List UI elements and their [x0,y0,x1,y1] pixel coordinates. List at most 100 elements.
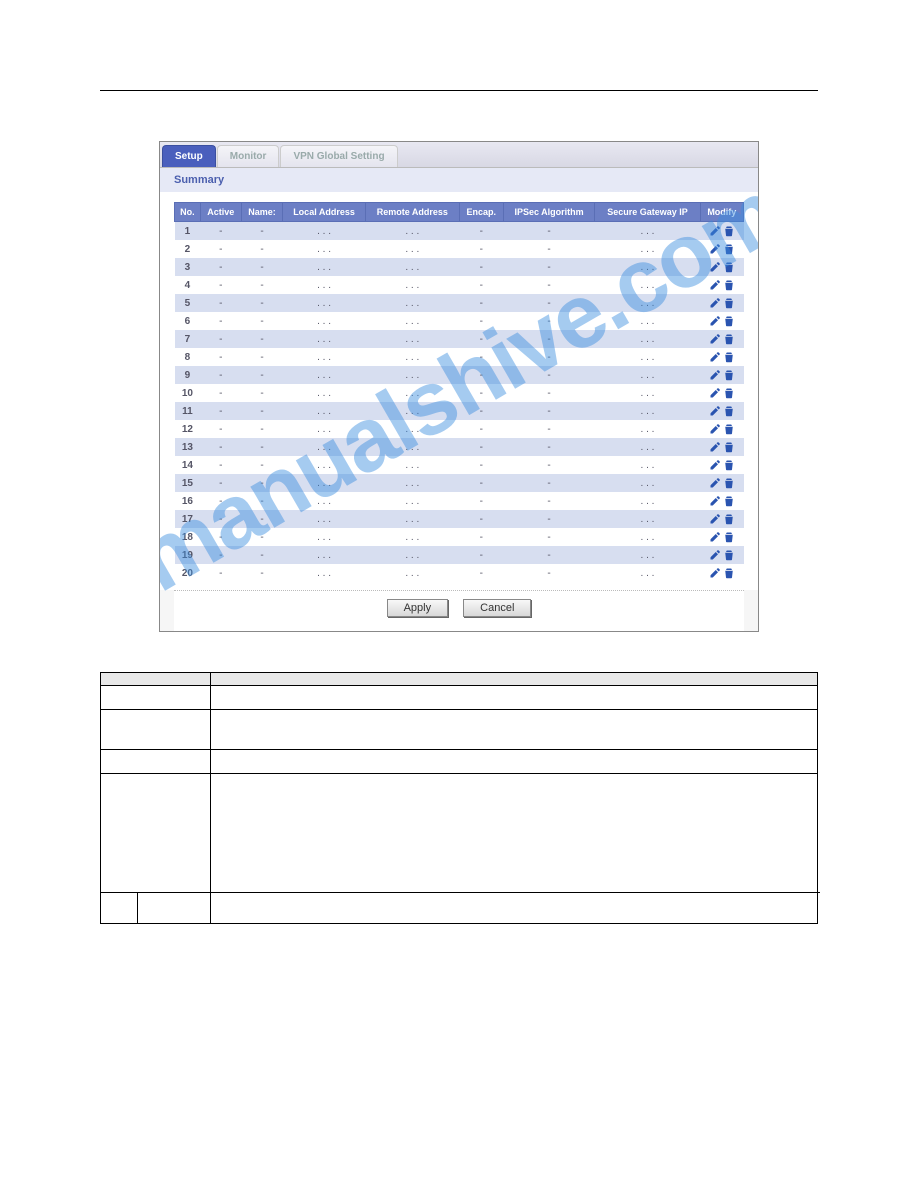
cell-gateway: . . . [595,474,700,492]
delete-icon[interactable] [723,459,735,471]
cell-encap: - [459,402,503,420]
edit-icon[interactable] [709,351,721,363]
delete-icon[interactable] [723,279,735,291]
cell-encap: - [459,420,503,438]
edit-icon[interactable] [709,225,721,237]
apply-button[interactable]: Apply [387,599,449,617]
cell-name: - [241,492,283,510]
cancel-button[interactable]: Cancel [463,599,531,617]
cell-no: 6 [175,312,201,330]
cell-name: - [241,312,283,330]
delete-icon[interactable] [723,513,735,525]
table-row: 17--. . .. . .--. . . [175,510,744,528]
delete-icon[interactable] [723,297,735,309]
cell-gateway: . . . [595,330,700,348]
cell-local: . . . [283,420,366,438]
edit-icon[interactable] [709,441,721,453]
cell-modify [700,402,743,420]
cell-no: 7 [175,330,201,348]
table-row: 18--. . .. . .--. . . [175,528,744,546]
delete-icon[interactable] [723,405,735,417]
cell-gateway: . . . [595,492,700,510]
edit-icon[interactable] [709,315,721,327]
edit-icon[interactable] [709,261,721,273]
edit-icon[interactable] [709,567,721,579]
edit-icon[interactable] [709,549,721,561]
cell-modify [700,492,743,510]
edit-icon[interactable] [709,513,721,525]
cell-gateway: . . . [595,420,700,438]
table-row: 4--. . .. . .--. . . [175,276,744,294]
col-gateway: Secure Gateway IP [595,203,700,222]
table-row: 2--. . .. . .--. . . [175,240,744,258]
cell-local: . . . [283,402,366,420]
cell-encap: - [459,384,503,402]
delete-icon[interactable] [723,477,735,489]
cell-name: - [241,384,283,402]
cell-local: . . . [283,510,366,528]
edit-icon[interactable] [709,459,721,471]
button-row: Apply Cancel [174,590,744,631]
cell-encap: - [459,222,503,241]
delete-icon[interactable] [723,333,735,345]
delete-icon[interactable] [723,243,735,255]
cell-no: 9 [175,366,201,384]
tab-setup[interactable]: Setup [162,145,216,167]
cell-gateway: . . . [595,510,700,528]
cell-active: - [200,474,241,492]
edit-icon[interactable] [709,387,721,399]
delete-icon[interactable] [723,549,735,561]
cell-active: - [200,366,241,384]
cell-remote: . . . [365,402,459,420]
tab-monitor[interactable]: Monitor [217,145,280,167]
cell-ipsec: - [503,330,595,348]
edit-icon[interactable] [709,423,721,435]
cell-remote: . . . [365,420,459,438]
edit-icon[interactable] [709,495,721,507]
delete-icon[interactable] [723,423,735,435]
section-title: Summary [160,168,758,192]
vpn-setup-panel: manualshive.com Setup Monitor VPN Global… [159,141,759,632]
cell-active: - [200,258,241,276]
cell-remote: . . . [365,240,459,258]
edit-icon[interactable] [709,243,721,255]
table-row: 8--. . .. . .--. . . [175,348,744,366]
cell-encap: - [459,312,503,330]
edit-icon[interactable] [709,477,721,489]
cell-name: - [241,330,283,348]
cell-active: - [200,312,241,330]
edit-icon[interactable] [709,531,721,543]
delete-icon[interactable] [723,351,735,363]
cell-local: . . . [283,384,366,402]
cell-encap: - [459,546,503,564]
edit-icon[interactable] [709,369,721,381]
delete-icon[interactable] [723,567,735,579]
delete-icon[interactable] [723,387,735,399]
cell-active: - [200,492,241,510]
delete-icon[interactable] [723,225,735,237]
cell-ipsec: - [503,312,595,330]
delete-icon[interactable] [723,531,735,543]
cell-encap: - [459,510,503,528]
cell-name: - [241,258,283,276]
cell-no: 12 [175,420,201,438]
edit-icon[interactable] [709,297,721,309]
cell-no: 11 [175,402,201,420]
delete-icon[interactable] [723,261,735,273]
table-row: 5--. . .. . .--. . . [175,294,744,312]
col-active: Active [200,203,241,222]
delete-icon[interactable] [723,441,735,453]
edit-icon[interactable] [709,333,721,345]
tab-vpn-global[interactable]: VPN Global Setting [280,145,397,167]
delete-icon[interactable] [723,495,735,507]
delete-icon[interactable] [723,369,735,381]
cell-active: - [200,564,241,582]
delete-icon[interactable] [723,315,735,327]
cell-local: . . . [283,276,366,294]
edit-icon[interactable] [709,279,721,291]
col-name: Name: [241,203,283,222]
cell-ipsec: - [503,384,595,402]
desc-cell [211,750,818,774]
cell-gateway: . . . [595,384,700,402]
edit-icon[interactable] [709,405,721,417]
